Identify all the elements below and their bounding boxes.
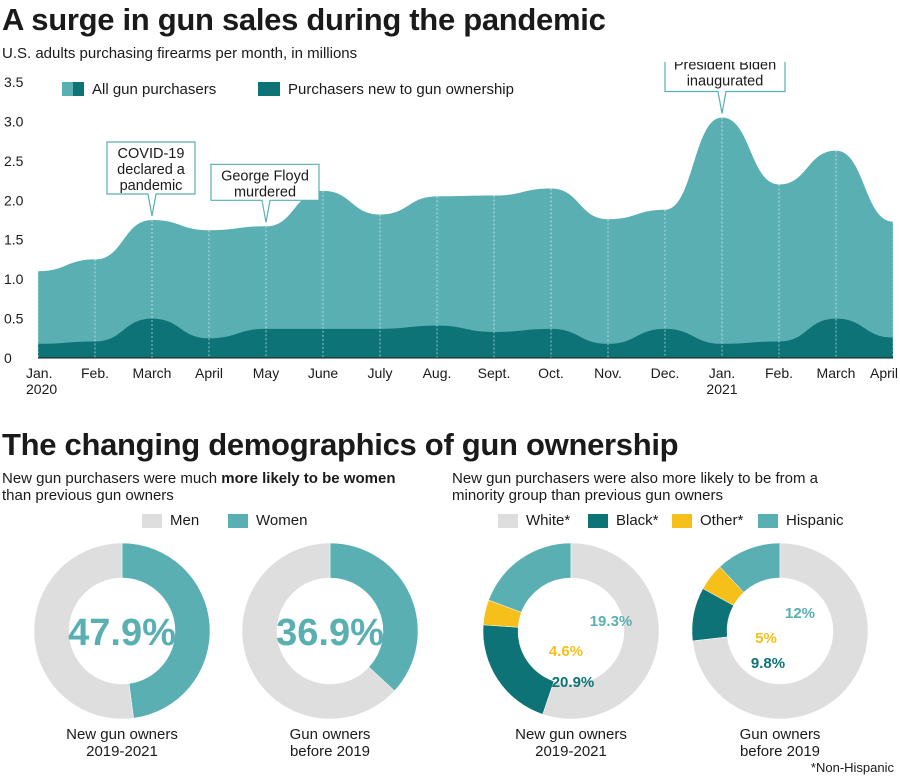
- y-tick-label: 1.5: [4, 232, 24, 248]
- minority-subtitle: New gun purchasers were also more likely…: [452, 470, 892, 504]
- caption-women-before-line1: Gun owners: [289, 726, 371, 743]
- caption-race-before-line2: before 2019: [739, 743, 821, 760]
- donut-slice-hispanic: [488, 542, 572, 613]
- donut-charts: 47.9% 36.9% 19.3% 4.6% 20.9% 12% 5% 9.8%: [33, 542, 869, 720]
- annotation-box: [664, 62, 786, 114]
- y-tick-label: 0: [4, 350, 12, 366]
- x-tick-label: Feb.: [765, 365, 793, 381]
- demographics-title: The changing demographics of gun ownersh…: [2, 427, 679, 462]
- donut-value-label: 20.9%: [552, 674, 595, 691]
- donut-value-label: 12%: [785, 605, 815, 622]
- donut-slice-white: [692, 542, 869, 720]
- legend-swatch-all: [62, 82, 84, 96]
- caption-race-new-line2: 2019-2021: [535, 743, 607, 760]
- legend-label-new: Purchasers new to gun ownership: [288, 81, 514, 98]
- annotation-text: George Floyd: [221, 168, 309, 184]
- annotation-text: declared a: [117, 162, 186, 178]
- annotation-box: [210, 163, 320, 223]
- y-tick-label: 2.5: [4, 153, 24, 169]
- annotation-box: [106, 141, 196, 217]
- footnote: *Non-Hispanic: [810, 760, 894, 775]
- donut-slice-women: [329, 542, 419, 692]
- caption-women-new-line1: New gun owners: [66, 726, 178, 743]
- x-tick-label: June: [308, 365, 339, 381]
- legend-label-men: Men: [170, 512, 200, 529]
- area-series-0: [38, 117, 893, 358]
- x-tick-label: Oct.: [538, 365, 564, 381]
- x-tick-label: April: [195, 365, 223, 381]
- y-tick-label: 3.0: [4, 113, 24, 129]
- x-tick-label: March: [817, 365, 856, 381]
- minority-subtitle-line1: New gun purchasers were also more likely…: [452, 470, 818, 487]
- legend-swatch-new: [258, 82, 280, 96]
- x-tick-label: May: [253, 365, 279, 381]
- caption-women-before: Gun owners before 2019: [250, 726, 410, 760]
- donut-slice-black: [691, 588, 734, 642]
- x-tick-label: July: [368, 365, 393, 381]
- x-tick-label: Feb.: [81, 365, 109, 381]
- donut-slice-other: [702, 566, 745, 606]
- donut-slice-men: [33, 542, 134, 720]
- caption-race-new: New gun owners 2019-2021: [491, 726, 651, 760]
- donut-center-label: 47.9%: [68, 612, 176, 654]
- legend-label-black: Black*: [616, 512, 659, 529]
- annotation-text: COVID-19: [118, 146, 185, 162]
- x-tick-label: 2020: [26, 381, 57, 397]
- caption-women-new: New gun owners 2019-2021: [42, 726, 202, 760]
- x-tick-label: 2021: [706, 381, 737, 397]
- x-tick-label: Sept.: [478, 365, 511, 381]
- donut-slice-black: [482, 624, 555, 715]
- legend-label-all: All gun purchasers: [92, 81, 217, 98]
- y-tick-label: 2.0: [4, 192, 24, 208]
- annotation-text: President Biden: [674, 62, 776, 73]
- women-subtitle-part2: than previous gun owners: [2, 487, 174, 504]
- donut-slice-men: [241, 542, 395, 720]
- minority-subtitle-line2: minority group than previous gun owners: [452, 487, 723, 504]
- legend-label-hispanic: Hispanic: [786, 512, 844, 529]
- caption-race-before-line1: Gun owners: [739, 726, 821, 743]
- donut-value-label: 19.3%: [590, 613, 633, 630]
- legend-label-white: White*: [526, 512, 571, 529]
- donut-slice-white: [542, 542, 660, 720]
- legend-label-women: Women: [256, 512, 308, 529]
- caption-race-before: Gun owners before 2019: [700, 726, 860, 760]
- y-tick-label: 3.5: [4, 74, 24, 90]
- annotation-text: inaugurated: [687, 73, 764, 89]
- caption-race-new-line1: New gun owners: [515, 726, 627, 743]
- donut-center-label: 36.9%: [276, 612, 384, 654]
- chart-title: A surge in gun sales during the pandemic: [2, 2, 606, 37]
- y-tick-label: 0.5: [4, 311, 24, 327]
- donut-slice-women: [121, 542, 211, 719]
- donut-value-label: 5%: [755, 630, 777, 647]
- legend-swatch-women: [228, 514, 248, 528]
- y-tick-label: 1.0: [4, 271, 24, 287]
- x-tick-label: March: [133, 365, 172, 381]
- chart-subtitle: U.S. adults purchasing firearms per mont…: [2, 45, 358, 62]
- caption-women-new-line2: 2019-2021: [86, 743, 158, 760]
- donut-value-label: 4.6%: [549, 643, 583, 660]
- x-tick-label: Jan.: [26, 365, 52, 381]
- legend-label-other: Other*: [700, 512, 744, 529]
- legend-swatch-men: [142, 514, 162, 528]
- legend-swatch-black: [588, 514, 608, 528]
- legend-swatch-white: [498, 514, 518, 528]
- legend-swatch-other: [672, 514, 692, 528]
- donut-slice-other: [482, 599, 522, 628]
- legend-swatch-hispanic: [758, 514, 778, 528]
- x-tick-label: Jan.: [709, 365, 735, 381]
- women-subtitle-bold: more likely to be women: [221, 470, 396, 487]
- annotation-text: pandemic: [120, 178, 183, 194]
- area-series-1: [38, 318, 893, 358]
- caption-women-before-line2: before 2019: [289, 743, 371, 760]
- annotation-text: murdered: [234, 184, 296, 200]
- x-tick-label: April: [870, 365, 898, 381]
- women-subtitle-part1: New gun purchasers were much: [2, 470, 222, 487]
- x-tick-label: Nov.: [594, 365, 622, 381]
- x-tick-label: Dec.: [651, 365, 680, 381]
- women-subtitle: New gun purchasers were much more likely…: [2, 470, 422, 504]
- donut-value-label: 9.8%: [751, 655, 785, 672]
- x-tick-label: Aug.: [423, 365, 452, 381]
